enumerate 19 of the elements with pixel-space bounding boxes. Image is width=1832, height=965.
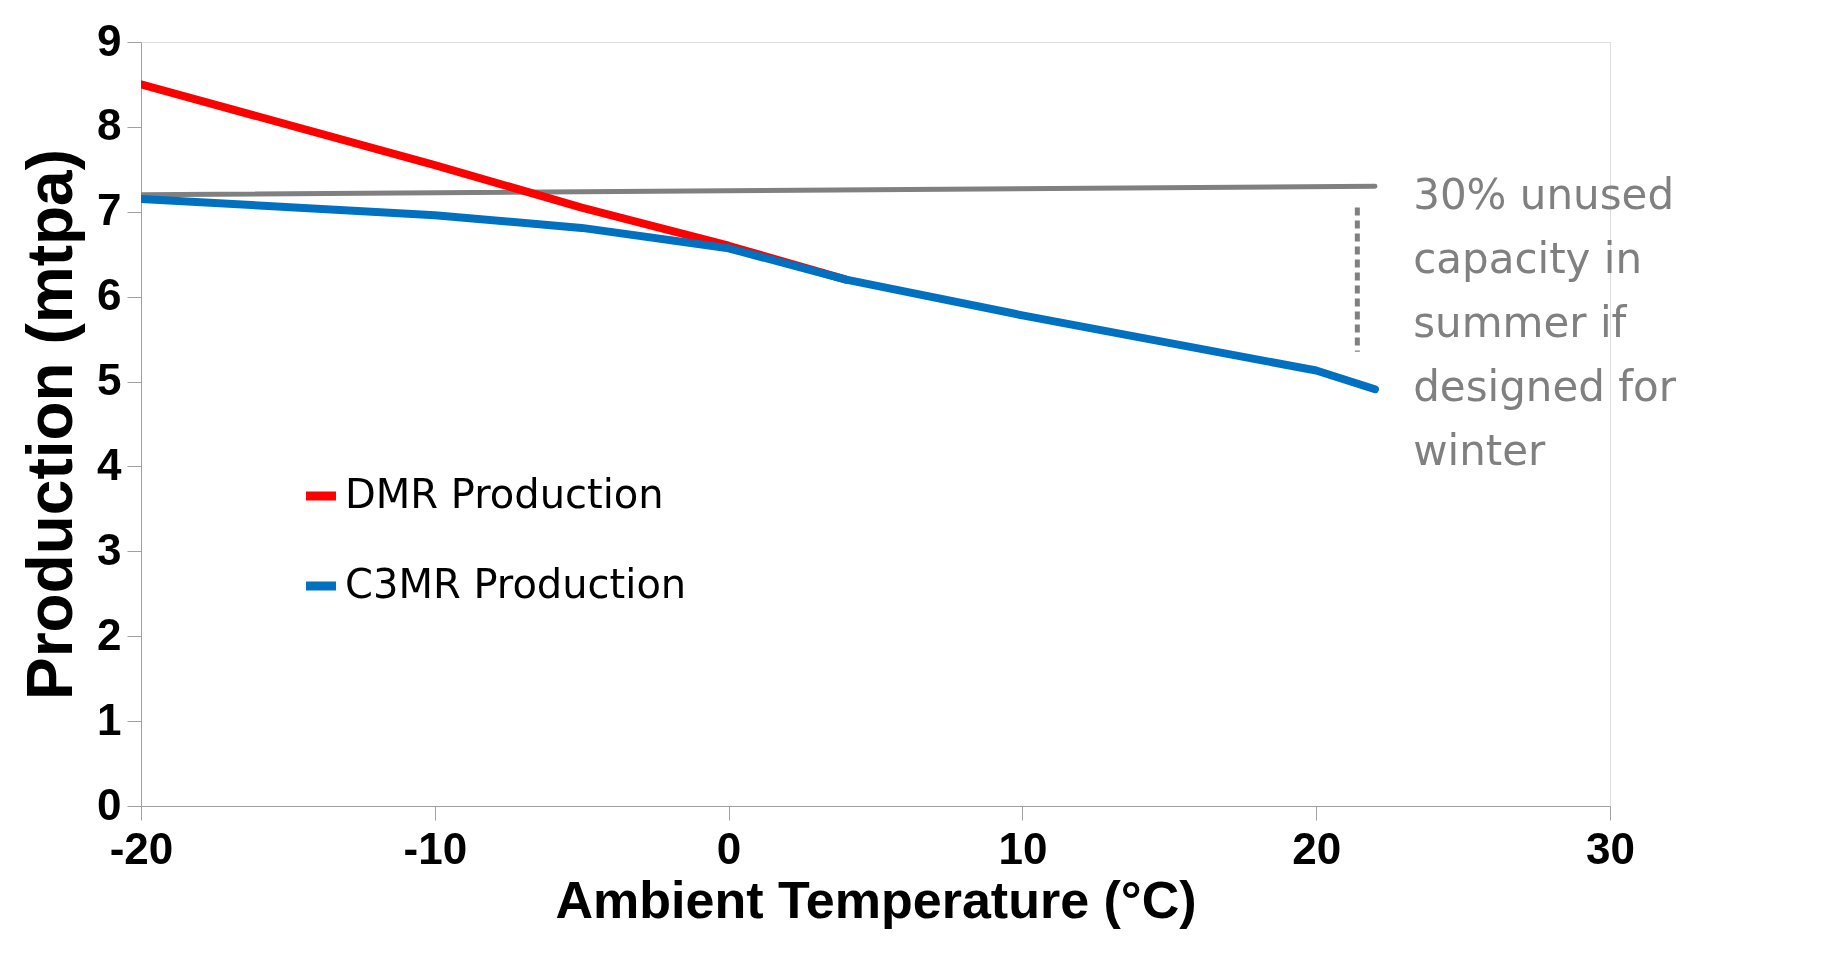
legend-label: DMR Production	[345, 471, 664, 517]
x-tick-label: 10	[998, 823, 1048, 873]
legend-label: C3MR Production	[345, 561, 687, 607]
y-tick-label: 4	[97, 439, 123, 489]
y-tick-label: 9	[97, 15, 122, 65]
y-tick-label: 1	[97, 694, 122, 744]
y-tick-label: 2	[97, 609, 122, 659]
x-tick-label: 0	[716, 823, 742, 873]
y-tick-label: 7	[97, 185, 122, 235]
x-tick-label: 30	[1586, 823, 1635, 873]
x-axis-title: Ambient Temperature (°C)	[555, 870, 1197, 929]
y-tick-label: 6	[97, 270, 122, 320]
y-tick-label: 5	[97, 355, 122, 405]
y-tick-label: 3	[97, 524, 122, 574]
x-tick-label: -10	[403, 823, 468, 873]
y-axis-title: Production (mtpa)	[14, 148, 87, 701]
y-tick-label: 8	[97, 100, 122, 150]
x-tick-label: 20	[1292, 823, 1342, 873]
annotation: 30% unused capacity in summer if designed for winter	[1413, 169, 1677, 475]
